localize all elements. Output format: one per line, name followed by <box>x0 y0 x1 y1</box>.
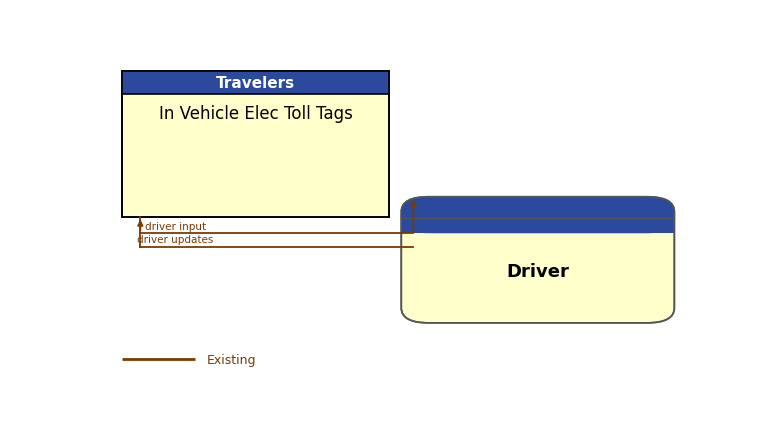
FancyBboxPatch shape <box>122 71 389 95</box>
Text: Driver: Driver <box>507 262 569 280</box>
FancyBboxPatch shape <box>402 197 674 323</box>
FancyBboxPatch shape <box>122 71 389 217</box>
Text: In Vehicle Elec Toll Tags: In Vehicle Elec Toll Tags <box>159 104 352 123</box>
FancyBboxPatch shape <box>402 197 674 233</box>
Text: driver input: driver input <box>145 221 207 231</box>
Text: driver updates: driver updates <box>137 235 214 245</box>
FancyBboxPatch shape <box>402 217 673 233</box>
Text: Travelers: Travelers <box>216 76 295 91</box>
Text: Existing: Existing <box>207 353 257 366</box>
